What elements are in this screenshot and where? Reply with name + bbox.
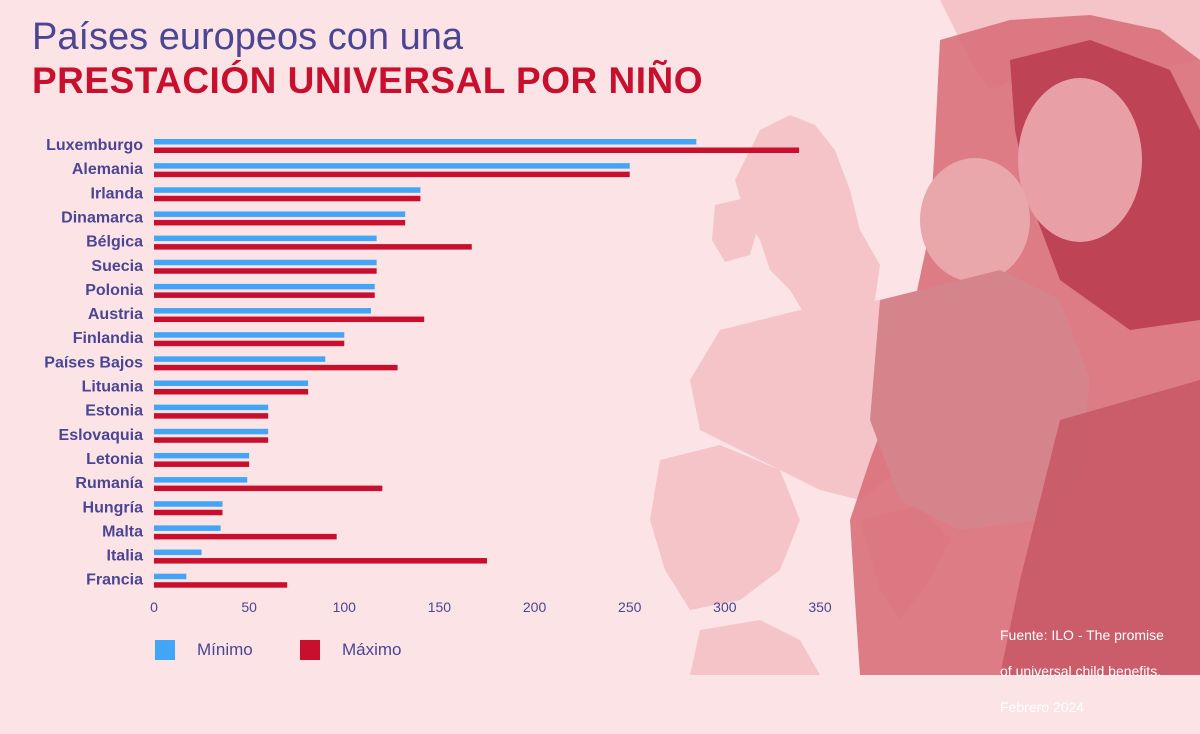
bar-max-italia	[154, 558, 487, 564]
category-label-italia: Italia	[107, 548, 144, 565]
legend-item-max: Máximo	[300, 640, 402, 660]
bar-max-alemania	[154, 171, 630, 178]
bar-min-malta	[154, 525, 221, 531]
category-label-luxemburgo: Luxemburgo	[46, 137, 143, 154]
category-label-polonia: Polonia	[85, 282, 143, 299]
bar-max-francia	[154, 582, 288, 588]
category-label-rumania: Rumanía	[75, 475, 143, 492]
chart-title-line2: PRESTACIÓN UNIVERSAL POR NIÑO	[32, 60, 703, 101]
x-tick-label-250: 250	[618, 599, 642, 615]
x-tick-label-0: 0	[150, 599, 158, 615]
bar-min-suecia	[154, 259, 377, 266]
bar-min-estonia	[154, 404, 269, 411]
bar-min-polonia	[154, 283, 375, 290]
bar-max-finlandia	[154, 340, 345, 347]
bar-max-letonia	[154, 461, 250, 467]
category-labels: Luxemburgo Alemania Irlanda Dinamarca Bélgic…	[44, 137, 143, 589]
bar-min-hungria	[154, 501, 223, 507]
bars	[154, 139, 800, 588]
source-line-1: Fuente: ILO - The promise	[1000, 627, 1164, 643]
bar-min-austria	[154, 308, 371, 314]
bar-min-irlanda	[154, 187, 421, 193]
bar-max-eslovaquia	[154, 437, 269, 443]
category-label-finlandia: Finlandia	[73, 330, 143, 347]
bar-chart: Luxemburgo Alemania Irlanda Dinamarca Bélgic…	[44, 137, 832, 615]
legend-item-min: Mínimo	[155, 640, 253, 660]
bar-max-austria	[154, 316, 425, 323]
category-label-letonia: Letonia	[86, 451, 143, 468]
x-tick-label-300: 300	[713, 599, 737, 615]
bar-max-hungria	[154, 509, 223, 516]
mother-baby-photo	[850, 15, 1200, 675]
source-line-2: of universal child benefits.	[1000, 663, 1162, 679]
bar-min-dinamarca	[154, 211, 406, 217]
category-label-lituania: Lituania	[82, 379, 143, 396]
category-label-francia: Francia	[86, 572, 143, 589]
bar-max-suecia	[154, 268, 377, 274]
category-label-irlanda: Irlanda	[91, 185, 144, 202]
x-axis-ticks: 0 50 100 150 200 250 300 350	[150, 599, 832, 615]
bar-min-letonia	[154, 452, 250, 459]
bar-max-rumania	[154, 485, 383, 492]
bar-max-malta	[154, 533, 337, 540]
x-tick-label-350: 350	[808, 599, 832, 615]
legend-swatch-min	[155, 640, 175, 660]
source-line-3: Febrero 2024	[1000, 699, 1085, 715]
bar-max-paises-bajos	[154, 364, 398, 371]
bar-max-lituania	[154, 389, 309, 395]
bar-min-luxemburgo	[154, 139, 697, 145]
legend-label-min: Mínimo	[197, 640, 253, 659]
category-label-alemania: Alemania	[72, 161, 143, 178]
x-tick-label-150: 150	[428, 599, 452, 615]
background-art	[650, 0, 1200, 675]
bar-min-lituania	[154, 380, 309, 386]
bar-max-luxemburgo	[154, 147, 800, 153]
bar-min-italia	[154, 549, 202, 556]
category-label-eslovaquia: Eslovaquia	[59, 427, 144, 444]
chart-title-line1: Países europeos con una	[32, 16, 463, 58]
source-note: Fuente: ILO - The promise of universal c…	[1000, 608, 1195, 734]
bar-max-estonia	[154, 413, 269, 419]
legend-swatch-max	[300, 640, 320, 660]
x-tick-label-100: 100	[333, 599, 357, 615]
category-label-suecia: Suecia	[91, 258, 143, 275]
category-label-dinamarca: Dinamarca	[61, 209, 143, 226]
category-label-paises-bajos: Países Bajos	[44, 354, 143, 371]
bar-min-paises-bajos	[154, 356, 326, 362]
bar-max-polonia	[154, 292, 375, 298]
x-tick-label-200: 200	[523, 599, 547, 615]
bar-min-belgica	[154, 235, 377, 242]
bar-min-rumania	[154, 477, 248, 483]
bar-max-belgica	[154, 244, 472, 250]
bar-min-finlandia	[154, 332, 345, 338]
bar-min-eslovaquia	[154, 428, 269, 435]
bar-min-francia	[154, 573, 187, 580]
bar-min-alemania	[154, 163, 630, 169]
bar-max-dinamarca	[154, 219, 406, 226]
category-label-estonia: Estonia	[85, 403, 143, 420]
category-label-austria: Austria	[88, 306, 143, 323]
bar-max-irlanda	[154, 195, 421, 202]
x-tick-label-50: 50	[241, 599, 257, 615]
category-label-belgica: Bélgica	[86, 234, 143, 251]
category-label-hungria: Hungría	[83, 499, 144, 516]
legend-label-max: Máximo	[342, 640, 402, 659]
category-label-malta: Malta	[102, 523, 143, 540]
